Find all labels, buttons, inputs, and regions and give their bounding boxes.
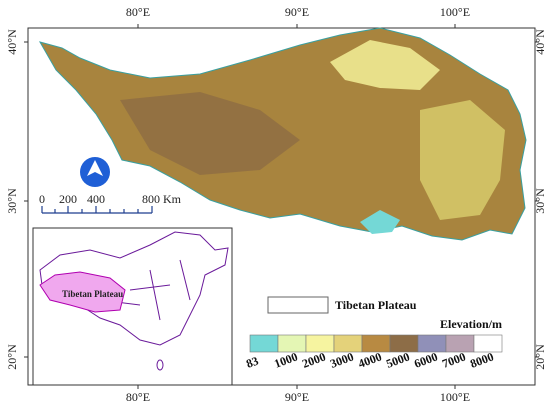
legend-title: Elevation/m: [440, 317, 502, 331]
legend-break: 83: [244, 354, 260, 371]
latitude-label: 40°N: [533, 29, 547, 55]
scale-label: 400: [87, 192, 105, 206]
longitude-label: 80°E: [126, 390, 150, 404]
inset-map: [32, 227, 233, 386]
inset-label: Tibetan Plateau: [62, 289, 123, 299]
longitude-label: 100°E: [440, 390, 470, 404]
lowland-patch: [420, 100, 505, 220]
longitude-label: 90°E: [285, 5, 309, 19]
latitude-label: 20°N: [533, 344, 547, 370]
valley-patch: [360, 210, 400, 234]
scale-label: 200: [59, 192, 77, 206]
scale-label: 0: [39, 192, 45, 206]
latitude-label: 30°N: [5, 188, 19, 214]
latitude-label: 30°N: [533, 188, 547, 214]
latitude-label: 20°N: [5, 344, 19, 370]
latitude-label: 40°N: [5, 29, 19, 55]
longitude-label: 100°E: [440, 5, 470, 19]
scale-label: 800 Km: [142, 192, 182, 206]
legend-swatch: [249, 334, 279, 353]
scale-bar: [41, 206, 153, 214]
north-arrow: [80, 157, 110, 187]
boundary-swatch: [267, 296, 329, 314]
desert-basin: [330, 40, 440, 90]
longitude-label: 80°E: [126, 5, 150, 19]
longitude-label: 90°E: [285, 390, 309, 404]
boundary-label: Tibetan Plateau: [335, 298, 417, 312]
legend-swatch: [473, 334, 503, 353]
highland-patch: [120, 92, 300, 175]
